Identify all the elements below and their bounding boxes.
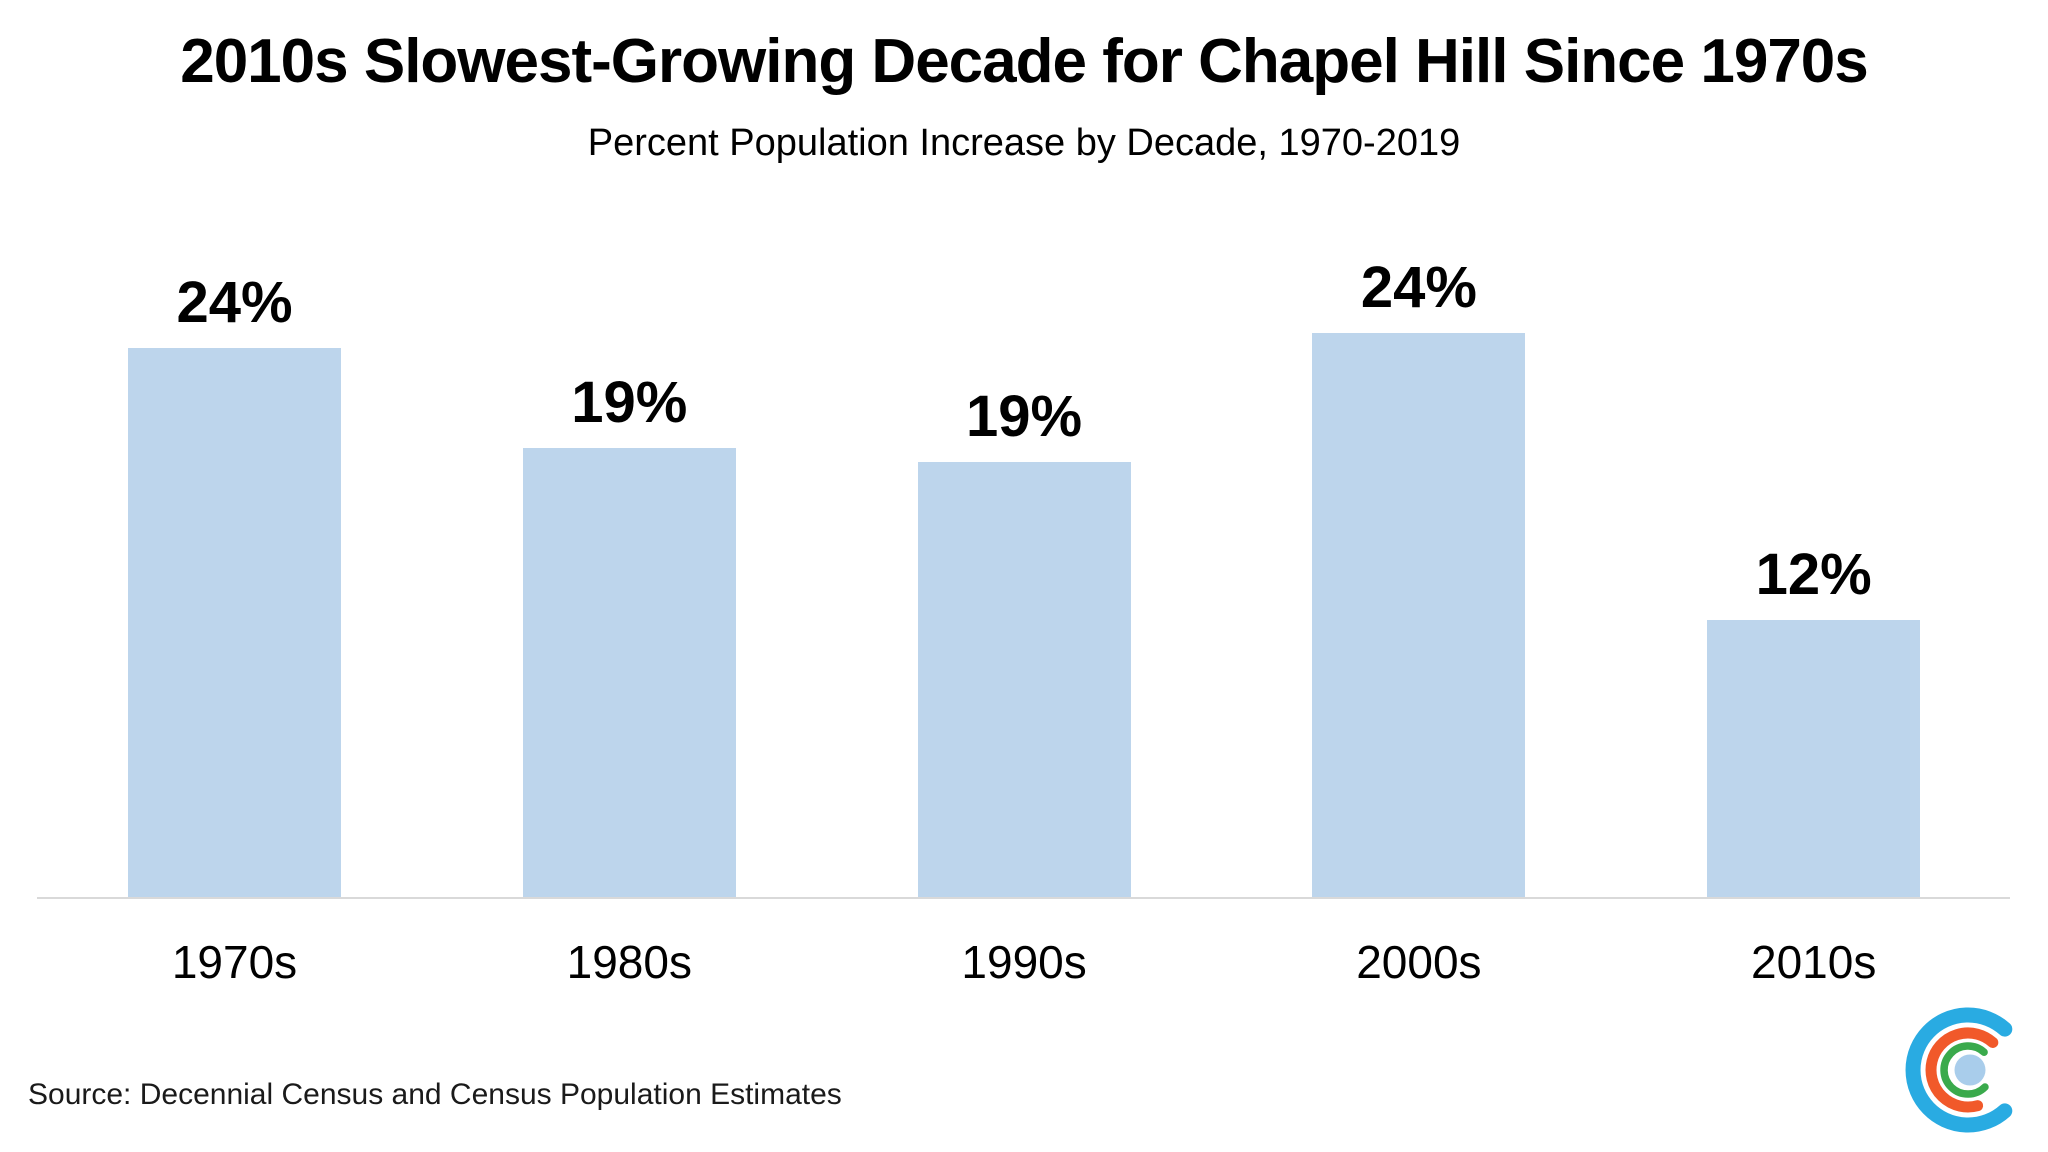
bar (1312, 333, 1526, 897)
bar-chart-plot-area: 24% 1970s 19% 1980s 19% 1990s 24% 2000s 12% 2010s (37, 180, 2010, 985)
source-note: Source: Decennial Census and Census Popu… (28, 1078, 842, 1111)
bar-group-1970s: 24% 1970s (128, 180, 341, 985)
x-axis-label: 2010s (1751, 936, 1877, 988)
x-axis-label: 1980s (566, 936, 692, 988)
bar-value-label: 24% (176, 270, 293, 335)
bar (1707, 620, 1921, 897)
logo-center-dot (1954, 1054, 1986, 1086)
logo-middle-orange-arc (1925, 1027, 1999, 1113)
chart-subtitle: Percent Population Increase by Decade, 1… (587, 122, 1461, 164)
bar-group-1980s: 19% 1980s (522, 180, 736, 985)
logo-inner-green-arc (1940, 1042, 1989, 1098)
bar-group-1990s: 19% 1990s (917, 180, 1131, 985)
x-axis-line (37, 897, 2010, 899)
x-axis-label: 2000s (1356, 936, 1482, 988)
bar (917, 462, 1131, 897)
bar-value-label: 19% (966, 384, 1083, 449)
bar-group-2000s: 24% 2000s (1312, 180, 1526, 985)
x-axis-label: 1990s (961, 936, 1087, 988)
carolina-demography-logo (1905, 1007, 2013, 1133)
logo-outer-blue-arc (1905, 1007, 2013, 1133)
bar-value-label: 19% (571, 370, 688, 435)
bar-value-label: 24% (1360, 255, 1477, 320)
chart-title: 2010s Slowest-Growing Decade for Chapel … (180, 27, 1869, 96)
bar (522, 448, 736, 897)
bar (128, 348, 341, 897)
x-axis-label: 1970s (171, 936, 298, 988)
bar-group-2010s: 12% 2010s (1707, 180, 1921, 985)
bar-value-label: 12% (1755, 542, 1872, 607)
